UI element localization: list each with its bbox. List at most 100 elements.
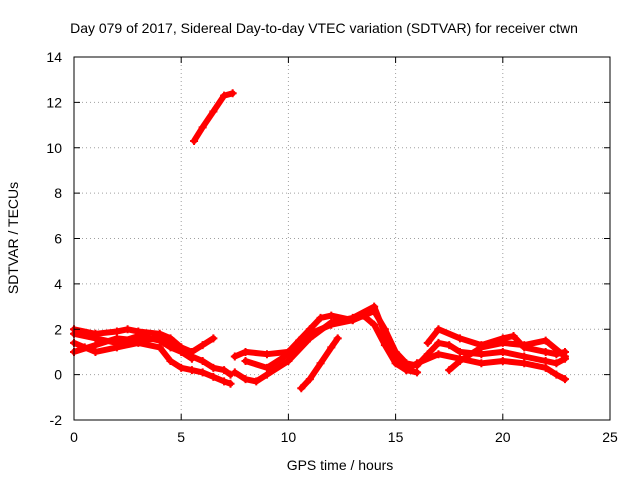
data-point [477,350,486,359]
series-track-m [445,336,569,375]
data-point [166,343,175,352]
data-point [434,325,443,334]
data-point [80,343,89,352]
data-point [327,343,336,352]
data-point [209,107,218,116]
data-point [220,91,229,100]
data-point [220,366,229,375]
data-point [187,366,196,375]
data-point [434,350,443,359]
data-point [155,336,164,345]
data-point [359,311,368,320]
data-point [123,325,132,334]
y-tick-label: -2 [50,412,63,428]
data-point [541,347,550,356]
data-point [252,377,261,386]
data-point [413,359,422,368]
data-point [262,370,271,379]
chart-title: Day 079 of 2017, Sidereal Day-to-day VTE… [70,20,578,36]
data-point [228,89,237,98]
series-track-c [70,338,235,388]
data-point [552,359,561,368]
grid [74,57,610,420]
data-point [541,363,550,372]
data-point [198,357,207,366]
data-point [402,366,411,375]
data-point [560,352,569,361]
y-tick-label: 12 [46,94,62,110]
data-point [434,338,443,347]
series-track-j [413,338,569,370]
y-axis-label: SDTVAR / TECUs [5,182,21,294]
data-point [520,341,529,350]
data-point [198,341,207,350]
data-point [455,347,464,356]
data-point [91,347,100,356]
series-track-i [297,334,342,393]
data-point [112,338,121,347]
data-point [241,357,250,366]
data-point [498,357,507,366]
y-tick-label: 2 [54,321,62,337]
data-point [230,368,239,377]
data-point [370,320,379,329]
data-point [305,329,314,338]
data-point [297,384,306,393]
data-point [112,327,121,336]
series-track-l [402,350,569,384]
data-point [284,357,293,366]
data-point [520,352,529,361]
y-tick-label: 10 [46,140,62,156]
data-point [209,334,218,343]
data-point [295,338,304,347]
series-line [191,90,236,144]
data-point [220,377,229,386]
data-point [316,313,325,322]
x-tick-label: 25 [602,429,618,445]
data-point [198,368,207,377]
series-line [403,351,568,383]
data-point [552,370,561,379]
data-point [230,352,239,361]
data-point [498,338,507,347]
data-point [445,341,454,350]
x-tick-label: 0 [70,429,78,445]
data-point [455,357,464,366]
y-tick-label: 8 [54,185,62,201]
data-point [91,341,100,350]
x-axis-label: GPS time / hours [287,457,394,473]
y-tick-label: 6 [54,231,62,247]
data-point [284,350,293,359]
data-point [166,357,175,366]
data-point [134,332,143,341]
data-point [190,136,199,145]
data-point [348,316,357,325]
data-point [241,347,250,356]
data-point [477,359,486,368]
data-point [327,311,336,320]
data-point [380,341,389,350]
series-line [424,326,568,358]
x-tick-label: 10 [281,429,297,445]
series-track-h [241,311,422,377]
data-point [305,375,314,384]
data-point [455,334,464,343]
data-point [134,338,143,347]
x-tick-label: 15 [388,429,404,445]
data-point [445,366,454,375]
data-point [209,363,218,372]
data-point [177,363,186,372]
series-track-e [190,89,237,145]
x-tick-label: 20 [495,429,511,445]
series-track-d [70,329,196,363]
data-point [498,347,507,356]
data-point [560,375,569,384]
axis-ticks: 0 5 10 15 20 25 -2 0 2 4 6 8 10 12 14 [46,49,618,445]
data-point [209,372,218,381]
data-point [187,354,196,363]
data-point [477,343,486,352]
data-point [413,368,422,377]
data-point [91,334,100,343]
data-point [520,359,529,368]
